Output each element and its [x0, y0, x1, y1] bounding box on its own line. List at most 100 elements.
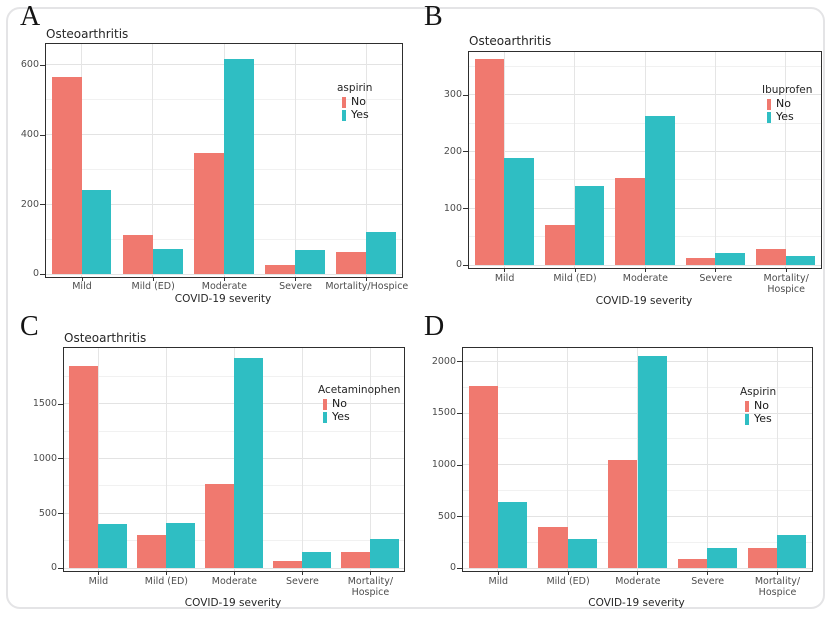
gridline-vertical	[294, 44, 296, 277]
bar-yes	[295, 250, 326, 274]
x-tick-mark	[81, 278, 83, 281]
gridline-vertical	[365, 44, 367, 277]
panel-a: A Osteoarthritis Mild Mild (ED) Moderate Se…	[0, 0, 416, 308]
x-category-label: Moderate	[622, 273, 668, 284]
gridline-vertical	[714, 52, 716, 268]
bar-yes	[81, 190, 112, 274]
y-tick-label: 500	[38, 507, 57, 519]
x-category-label: Mortality/Hospice	[325, 281, 409, 292]
legend-key-no	[745, 400, 749, 412]
y-tick-mark	[463, 264, 468, 266]
legend-label: No	[776, 97, 791, 110]
x-category-label: Mortality/ Hospice	[754, 576, 801, 598]
x-tick-mark	[637, 572, 639, 575]
y-tick-label: 200	[20, 198, 39, 210]
x-axis-labels: Mild Mild (ED) Moderate Severe Mortality/ Ho…	[462, 576, 811, 602]
y-tick-mark	[40, 134, 45, 136]
y-tick-label: 1000	[431, 459, 456, 471]
x-tick-mark	[715, 269, 717, 272]
bar-no	[137, 534, 166, 568]
legend-key-yes	[745, 413, 749, 425]
bar-no	[122, 234, 153, 274]
bar-no	[608, 459, 638, 568]
legend-label: Yes	[351, 108, 369, 121]
bar-yes	[785, 255, 816, 265]
bar-no	[51, 77, 82, 274]
chart-title: Osteoarthritis	[46, 27, 129, 41]
bar-no	[336, 251, 367, 274]
y-tick-mark	[40, 273, 45, 275]
bar-no	[341, 551, 370, 568]
legend-key-no	[342, 96, 346, 108]
x-category-label: Mild	[88, 576, 109, 587]
x-category-label: Mild (ED)	[553, 273, 597, 284]
legend-key-yes	[342, 109, 346, 121]
y-tick-label: 500	[437, 510, 456, 522]
x-tick-mark	[97, 572, 99, 575]
x-axis-title: COVID-19 severity	[184, 597, 282, 609]
bar-no	[205, 483, 234, 568]
x-axis-title: COVID-19 severity	[588, 597, 685, 609]
bar-yes	[707, 547, 737, 568]
y-tick-mark	[58, 403, 63, 405]
y-tick-label: 600	[20, 59, 39, 71]
gridline-vertical	[776, 348, 778, 571]
chart-title: Osteoarthritis	[469, 34, 552, 48]
bar-no	[538, 526, 568, 568]
legend-label: Yes	[332, 410, 350, 423]
bar-yes	[497, 501, 528, 568]
x-tick-mark	[574, 269, 576, 272]
panel-letter: D	[424, 311, 445, 342]
bar-no	[545, 225, 575, 265]
y-tick-mark	[457, 516, 462, 518]
bar-no	[474, 58, 505, 265]
x-tick-mark	[497, 572, 499, 575]
bar-yes	[302, 552, 331, 568]
gridline-vertical	[785, 52, 787, 268]
y-tick-mark	[457, 412, 462, 414]
x-category-label: Moderate	[615, 576, 661, 587]
x-category-label: Mild	[72, 281, 92, 292]
x-category-label: Mild (ED)	[144, 576, 189, 587]
y-tick-mark	[58, 513, 63, 515]
bar-no	[273, 561, 302, 568]
x-category-label: Mild (ED)	[546, 576, 590, 587]
x-tick-mark	[366, 278, 368, 281]
x-axis-title: COVID-19 severity	[174, 293, 272, 305]
x-category-label: Severe	[699, 273, 733, 284]
gridline-vertical	[165, 348, 167, 571]
gridline-vertical	[81, 44, 83, 277]
bar-yes	[366, 232, 397, 274]
bar-no	[615, 177, 645, 265]
legend: Acetaminophen No Yes	[318, 384, 400, 423]
y-tick-mark	[58, 567, 63, 569]
bar-no	[756, 249, 786, 265]
y-tick-label: 2000	[431, 355, 456, 367]
legend-title: Acetaminophen	[318, 384, 401, 396]
x-tick-mark	[233, 572, 235, 575]
x-tick-mark	[295, 278, 297, 281]
x-axis-labels: Mild Mild (ED) Moderate Severe Mortality/Hos…	[45, 281, 408, 307]
x-tick-mark	[504, 269, 506, 272]
bar-yes	[777, 535, 807, 568]
y-tick-mark	[463, 208, 468, 210]
x-category-label: Severe	[285, 576, 319, 587]
gridline-vertical	[301, 348, 303, 571]
x-axis-labels: Mild Mild (ED) Moderate Severe Mortality/ Ho…	[468, 273, 820, 299]
x-category-label: Mild	[494, 273, 515, 284]
bar-no	[677, 558, 708, 568]
legend-label: No	[351, 95, 366, 108]
gridline-vertical	[574, 52, 576, 268]
panel-letter: B	[424, 1, 443, 32]
bar-yes	[152, 248, 183, 274]
y-tick-label: 100	[443, 202, 462, 214]
bar-yes	[370, 539, 399, 568]
y-tick-label: 1500	[32, 398, 57, 410]
x-tick-mark	[369, 572, 371, 575]
x-category-label: Severe	[691, 576, 725, 587]
x-tick-mark	[707, 572, 709, 575]
legend-item-no: No	[762, 98, 812, 110]
bar-yes	[645, 116, 675, 265]
y-tick-label: 200	[443, 145, 462, 157]
legend-item-yes: Yes	[337, 109, 372, 121]
